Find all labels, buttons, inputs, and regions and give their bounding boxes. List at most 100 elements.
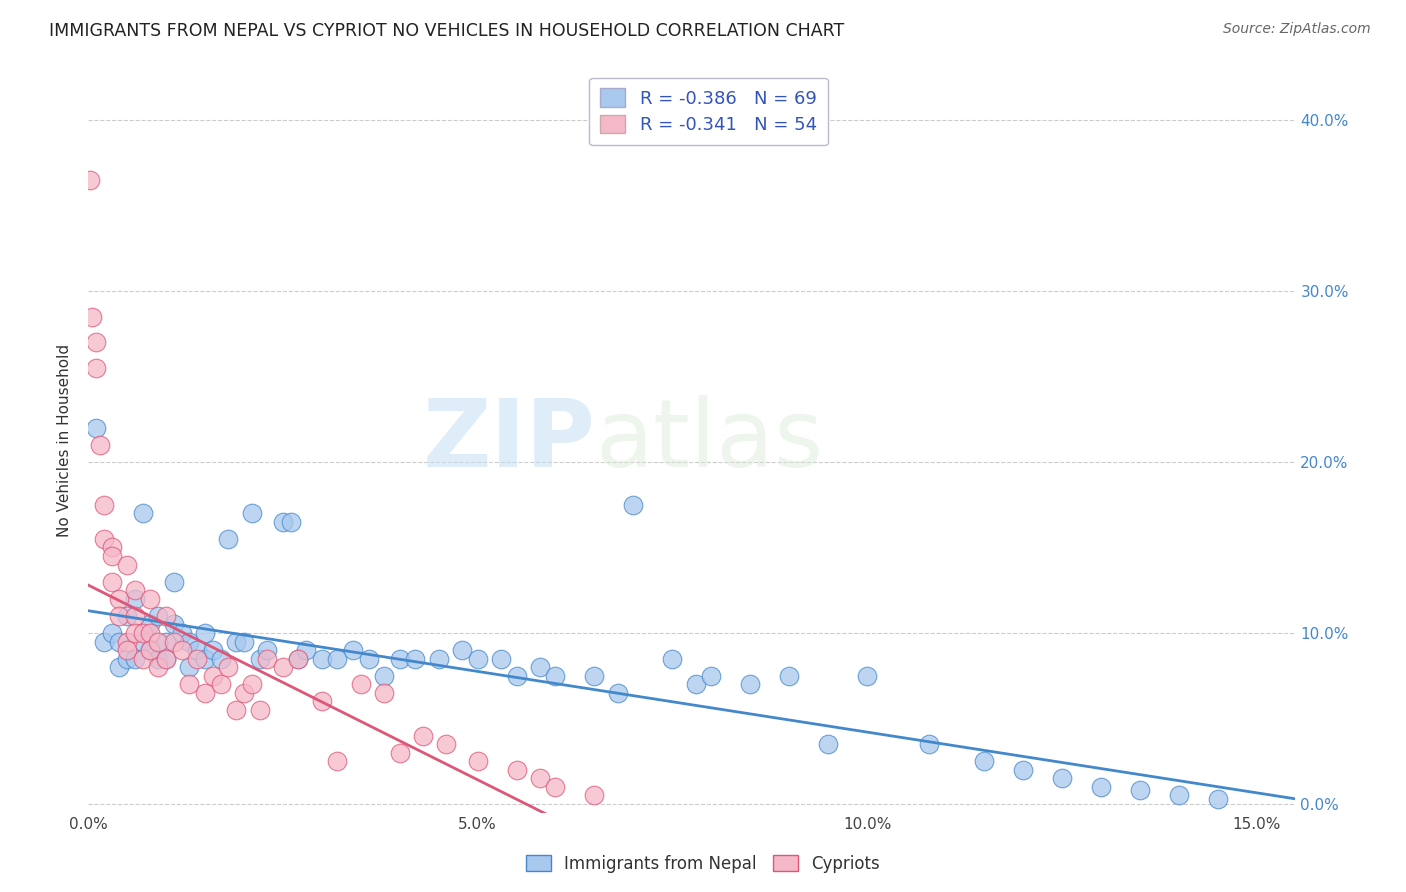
Point xyxy=(115,558,138,572)
Point xyxy=(186,651,208,665)
Point xyxy=(544,669,567,683)
Point xyxy=(131,626,153,640)
Point xyxy=(179,677,201,691)
Point xyxy=(148,651,170,665)
Point xyxy=(1090,780,1112,794)
Point xyxy=(1050,772,1073,786)
Point xyxy=(170,643,193,657)
Point xyxy=(404,651,426,665)
Point xyxy=(505,669,527,683)
Point xyxy=(740,677,762,691)
Point xyxy=(194,651,217,665)
Point xyxy=(179,634,201,648)
Point xyxy=(256,643,278,657)
Point xyxy=(287,651,309,665)
Point xyxy=(148,634,170,648)
Point xyxy=(80,310,103,324)
Point xyxy=(93,498,115,512)
Point xyxy=(489,651,512,665)
Point xyxy=(139,617,162,632)
Point xyxy=(240,506,263,520)
Point xyxy=(973,754,995,768)
Point xyxy=(467,754,489,768)
Point xyxy=(606,686,628,700)
Point xyxy=(505,763,527,777)
Point xyxy=(170,626,193,640)
Point xyxy=(139,626,162,640)
Point xyxy=(124,626,146,640)
Text: IMMIGRANTS FROM NEPAL VS CYPRIOT NO VEHICLES IN HOUSEHOLD CORRELATION CHART: IMMIGRANTS FROM NEPAL VS CYPRIOT NO VEHI… xyxy=(49,22,845,40)
Point xyxy=(388,651,411,665)
Point xyxy=(225,634,247,648)
Point xyxy=(256,651,278,665)
Point xyxy=(1011,763,1033,777)
Point xyxy=(84,360,107,375)
Point xyxy=(209,677,232,691)
Point xyxy=(155,634,177,648)
Point xyxy=(326,651,349,665)
Point xyxy=(232,686,254,700)
Point xyxy=(778,669,800,683)
Point xyxy=(621,498,644,512)
Point xyxy=(583,669,606,683)
Point xyxy=(131,634,153,648)
Point xyxy=(685,677,707,691)
Point xyxy=(115,651,138,665)
Point xyxy=(84,420,107,434)
Point xyxy=(115,634,138,648)
Point xyxy=(79,172,101,186)
Text: ZIP: ZIP xyxy=(422,394,595,486)
Text: Source: ZipAtlas.com: Source: ZipAtlas.com xyxy=(1223,22,1371,37)
Point xyxy=(280,515,302,529)
Point xyxy=(357,651,380,665)
Point xyxy=(148,608,170,623)
Point xyxy=(139,643,162,657)
Point xyxy=(225,703,247,717)
Point xyxy=(93,532,115,546)
Point xyxy=(217,660,239,674)
Point xyxy=(311,694,333,708)
Point xyxy=(155,651,177,665)
Point xyxy=(544,780,567,794)
Point xyxy=(529,772,551,786)
Point xyxy=(148,660,170,674)
Point xyxy=(89,438,111,452)
Point xyxy=(342,643,364,657)
Point xyxy=(108,608,131,623)
Point xyxy=(108,660,131,674)
Point xyxy=(350,677,373,691)
Point xyxy=(194,626,217,640)
Point xyxy=(194,686,217,700)
Point xyxy=(108,591,131,606)
Point xyxy=(700,669,723,683)
Point xyxy=(583,789,606,803)
Point xyxy=(100,574,122,589)
Point xyxy=(115,608,138,623)
Legend: Immigrants from Nepal, Cypriots: Immigrants from Nepal, Cypriots xyxy=(519,848,887,880)
Point xyxy=(163,634,186,648)
Point xyxy=(295,643,318,657)
Point xyxy=(311,651,333,665)
Point xyxy=(287,651,309,665)
Point xyxy=(1129,783,1152,797)
Text: atlas: atlas xyxy=(595,394,824,486)
Point xyxy=(124,591,146,606)
Point xyxy=(240,677,263,691)
Point xyxy=(326,754,349,768)
Point xyxy=(412,729,434,743)
Point xyxy=(467,651,489,665)
Point xyxy=(232,634,254,648)
Point xyxy=(918,737,941,751)
Point xyxy=(124,583,146,598)
Point xyxy=(373,669,395,683)
Point xyxy=(186,643,208,657)
Point xyxy=(201,643,224,657)
Point xyxy=(179,660,201,674)
Point xyxy=(817,737,839,751)
Point xyxy=(100,549,122,563)
Point xyxy=(163,617,186,632)
Point xyxy=(124,651,146,665)
Point xyxy=(217,532,239,546)
Point xyxy=(131,506,153,520)
Point xyxy=(856,669,879,683)
